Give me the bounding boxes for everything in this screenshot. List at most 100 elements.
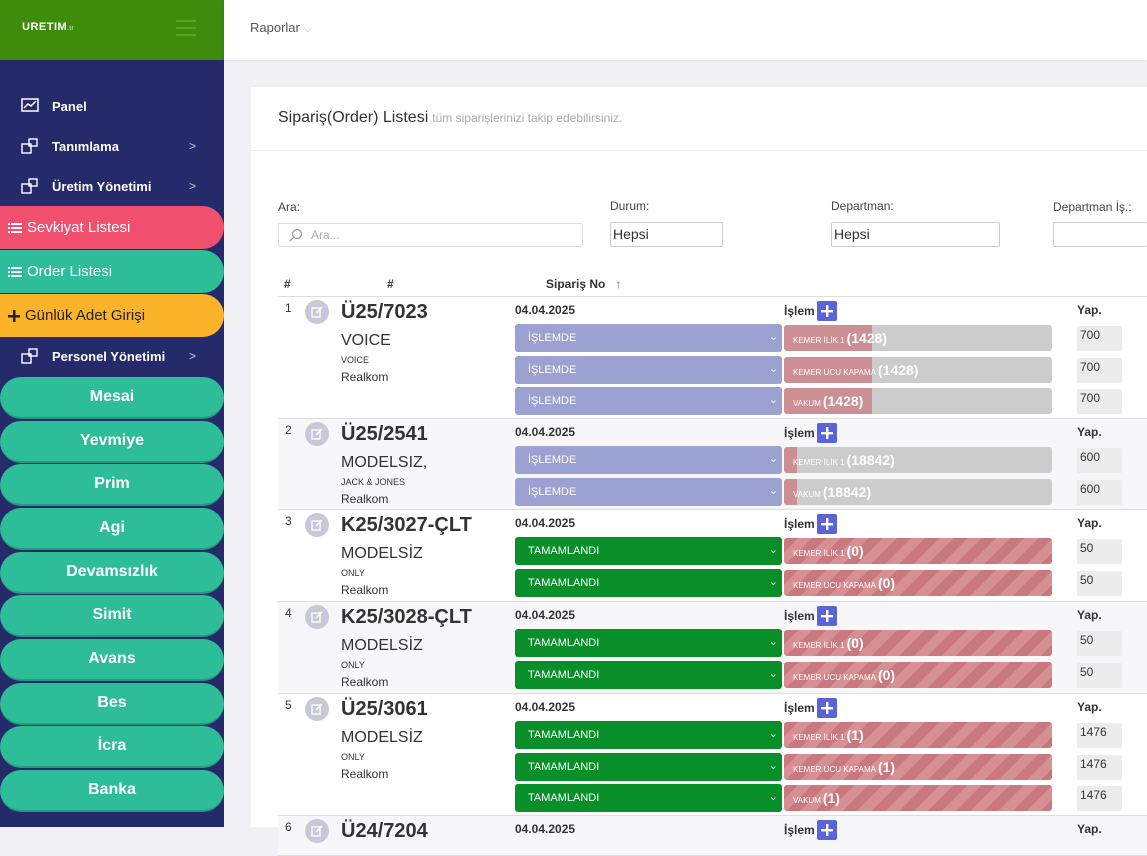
operation-count: (1428) [846,330,888,346]
quantity-field[interactable]: 50 [1077,631,1122,656]
chevron-down-icon: ⌄ [768,331,778,343]
quantity-field[interactable]: 50 [1077,662,1122,688]
raporlar-menu[interactable]: Raporlar ⌵ [250,20,311,35]
status-select[interactable]: TAMAMLANDI ⌄ [515,721,782,749]
status-select[interactable]: TAMAMLANDI ⌄ [515,660,782,689]
operation-progress-bar: KEMER UCU KAPAMA (1428) [784,356,1052,383]
chevron-right-icon: > [188,349,196,363]
sidebar-item-personel-yonetimi[interactable]: Personel Yönetimi > [0,336,224,376]
status-select[interactable]: TAMAMLANDI ⌄ [515,752,782,781]
col-header-siparis-no[interactable]: Sipariş No ↑ [546,277,621,291]
islem-label: İşlem [784,517,815,531]
quantity-field[interactable]: 1476 [1077,723,1122,748]
quantity-field[interactable]: 600 [1077,479,1122,505]
menu-toggle-icon[interactable] [176,20,196,38]
status-select[interactable]: TAMAMLANDI ⌄ [515,537,782,565]
quantity-field[interactable]: 700 [1077,389,1122,414]
order-model: MODELSİZ [341,729,423,746]
add-operation-button[interactable] [816,698,837,718]
sidebar-subitem-yevmiye[interactable]: Yevmiye [0,421,224,463]
sidebar-subitem-mesai[interactable]: Mesai [0,377,224,419]
quantity-field[interactable]: 1476 [1077,786,1122,811]
operation-label: KEMER İLİK 1 (1) [793,727,864,743]
edit-icon [311,703,323,715]
sidebar-item-label: Personel Yönetimi [52,348,166,364]
sidebar-subitem-bes[interactable]: Bes [0,683,224,725]
order-number[interactable]: Ü25/7023 [341,301,428,323]
departman-is-select[interactable] [1053,222,1147,247]
departman-select[interactable]: Hepsi [831,222,1000,247]
sidebar-subitem-prim[interactable]: Prim [0,464,224,506]
edit-button[interactable] [305,513,329,537]
edit-icon [311,519,323,531]
status-select[interactable]: TAMAMLANDI ⌄ [515,568,782,597]
order-number[interactable]: Ü25/3061 [341,698,428,720]
status-select[interactable]: İŞLEMDE ⌄ [515,355,782,384]
order-number[interactable]: Ü24/7204 [341,820,428,842]
chevron-down-icon: ⌄ [768,484,778,497]
yap-label: Yap. [1077,425,1102,439]
status-select[interactable]: TAMAMLANDI ⌄ [515,629,782,657]
sidebar-subitem-devamsizlik[interactable]: Devamsızlık [0,552,224,594]
sidebar-subitem-banka[interactable]: Banka [0,770,224,812]
add-operation-button[interactable] [816,820,837,840]
quantity-field[interactable]: 50 [1077,539,1122,564]
durum-select[interactable]: Hepsi [610,222,723,247]
quantity-field[interactable]: 700 [1077,357,1122,383]
search-input[interactable]: Ara... [278,223,583,247]
app-logo[interactable]: URETIM.tr [22,21,75,33]
order-customer: Realkom [341,767,389,781]
chevron-down-icon: ⌄ [768,791,778,803]
add-operation-button[interactable] [816,301,837,321]
status-select[interactable]: İŞLEMDE ⌄ [515,387,782,415]
order-date: 04.04.2025 [515,516,576,530]
quantity-field[interactable]: 50 [1077,570,1122,596]
operation-count: (0) [877,666,896,683]
status-value: İŞLEMDE [528,363,577,376]
sidebar-item-panel[interactable]: Panel [0,86,224,126]
add-operation-button[interactable] [816,423,837,443]
operation-progress-bar: KEMER UCU KAPAMA (0) [784,569,1052,596]
status-select[interactable]: İŞLEMDE ⌄ [515,324,782,352]
operation-progress-bar: KEMER UCU KAPAMA (1) [784,753,1052,780]
order-number[interactable]: K25/3027-ÇLT [341,514,472,536]
order-number[interactable]: Ü25/2541 [341,423,428,445]
sidebar-nav: Panel Tanımlama > Üretim Yönetimi > [0,86,224,206]
islem-label: İşlem [784,426,815,440]
col-header-no[interactable]: # [284,277,291,291]
sidebar-subitem-agi[interactable]: Agi [0,508,224,550]
sidebar-item-tanimlama[interactable]: Tanımlama > [0,126,224,166]
edit-button[interactable] [305,300,329,324]
yap-label: Yap. [1077,700,1102,714]
edit-button[interactable] [305,819,329,843]
order-number[interactable]: K25/3028-ÇLT [341,606,472,628]
edit-button[interactable] [305,422,329,446]
sidebar-item-order-listesi[interactable]: Order Listesi [0,250,224,293]
plus-icon [820,610,833,622]
status-select[interactable]: İŞLEMDE ⌄ [515,477,782,506]
sidebar-subitem-avans[interactable]: Avans [0,639,224,681]
col-header-hash[interactable]: # [387,277,394,291]
edit-button[interactable] [305,605,329,629]
sidebar-subitem-simit[interactable]: Simit [0,595,224,637]
status-select[interactable]: TAMAMLANDI ⌄ [515,784,782,812]
add-operation-button[interactable] [816,514,837,534]
quantity-field[interactable]: 600 [1077,448,1122,473]
chevron-down-icon: ⌄ [768,362,778,375]
operation-count: (1) [877,758,896,775]
order-brand: ONLY [341,752,365,762]
table-row: 4 K25/3028-ÇLT MODELSİZ ONLY Realkom 04.04.20… [278,602,1147,694]
status-select[interactable]: İŞLEMDE ⌄ [515,446,782,474]
sidebar-item-uretim-yonetimi[interactable]: Üretim Yönetimi > [0,166,224,206]
quantity-field[interactable]: 700 [1077,326,1122,351]
sidebar-item-sevkiyat-listesi[interactable]: Sevkiyat Listesi [0,206,224,249]
departman-is-label: Departman İş.: [1053,200,1132,214]
operation-count: (1) [846,727,864,743]
plus-icon [820,824,833,836]
sidebar-item-gunluk-adet-girisi[interactable]: Günlük Adet Girişi [0,294,224,337]
quantity-field[interactable]: 1476 [1077,754,1122,780]
add-operation-button[interactable] [816,606,837,626]
edit-button[interactable] [305,697,329,721]
sidebar-item-label: Panel [52,98,87,114]
sidebar-subitem-icra[interactable]: İcra [0,726,224,768]
